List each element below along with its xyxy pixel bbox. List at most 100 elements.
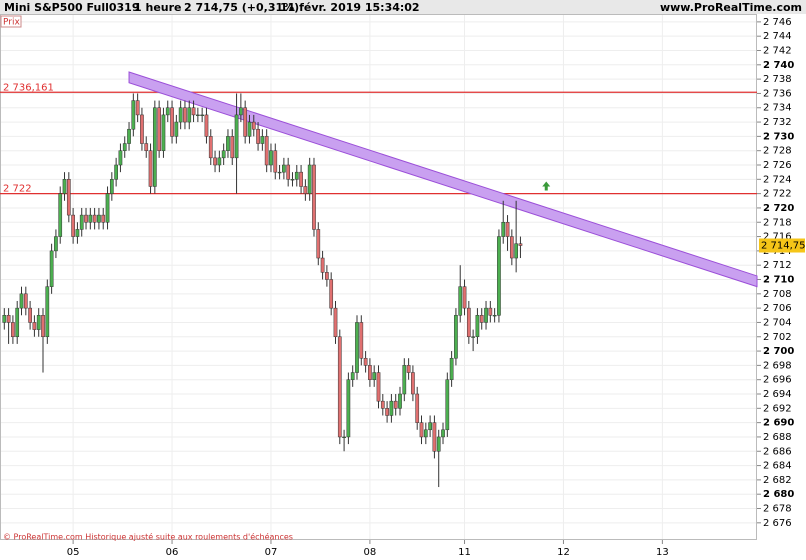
- candle-body: [174, 121, 179, 137]
- y-tick-label: 2 684: [763, 461, 792, 472]
- y-tick-label: 2 688: [763, 432, 792, 443]
- panel-label-box: [0, 15, 22, 28]
- candle-body: [466, 307, 471, 338]
- candle-body: [204, 114, 209, 137]
- y-tick-label: 2 692: [763, 403, 792, 414]
- y-tick-label: 2 682: [763, 475, 792, 486]
- candle-body: [234, 114, 239, 159]
- candle-body: [368, 365, 372, 380]
- x-tick-label: 13: [656, 547, 669, 558]
- candle-body: [144, 143, 149, 151]
- y-tick-label: 2 740: [763, 60, 794, 71]
- candle-body: [191, 107, 196, 116]
- candle-body: [148, 150, 153, 187]
- y-tick-label: 2 686: [763, 446, 792, 457]
- candle-body: [423, 429, 428, 438]
- candle-body: [264, 136, 269, 166]
- candle-body: [333, 307, 338, 338]
- candle-body: [36, 315, 41, 330]
- candle-body: [62, 179, 67, 194]
- candle-body: [432, 422, 437, 452]
- candle-body: [15, 307, 20, 338]
- candle-body: [488, 307, 493, 316]
- candle-body: [462, 286, 467, 309]
- horizontal-line-label: 2 736,161: [3, 82, 54, 93]
- candle-body: [307, 164, 312, 194]
- y-tick-label: 2 738: [763, 74, 792, 85]
- candle-body: [346, 379, 351, 438]
- candle-body: [475, 315, 480, 338]
- y-tick-label: 2 710: [763, 275, 794, 286]
- datetime: 11 févr. 2019 15:34:02: [280, 1, 420, 14]
- candle-body: [58, 193, 63, 237]
- candle-body: [320, 257, 325, 273]
- candle-body: [449, 357, 454, 380]
- candle-body: [419, 422, 424, 438]
- candle-body: [290, 179, 295, 181]
- candle-body: [75, 229, 80, 237]
- candle-body: [92, 214, 97, 223]
- last-price-label: 2 714,75: [761, 241, 806, 252]
- candle-body: [376, 372, 381, 402]
- candle-body: [398, 393, 402, 409]
- candle-body: [170, 107, 174, 137]
- x-tick-label: 05: [67, 547, 80, 558]
- candle-body: [11, 322, 15, 338]
- y-tick-label: 2 702: [763, 332, 792, 343]
- candle-body: [41, 315, 45, 338]
- candle-body: [217, 157, 222, 166]
- candle-body: [406, 365, 411, 373]
- y-tick-label: 2 724: [763, 174, 792, 185]
- x-tick-label: 08: [364, 547, 377, 558]
- candle-body: [101, 214, 106, 223]
- x-tick-label: 12: [557, 547, 570, 558]
- y-tick-label: 2 696: [763, 375, 792, 386]
- candle-body: [372, 372, 377, 380]
- y-tick-label: 2 718: [763, 217, 792, 228]
- candle-body: [393, 400, 398, 409]
- candle-body: [342, 436, 346, 438]
- y-tick-label: 2 676: [763, 518, 792, 529]
- candle-body: [359, 322, 364, 359]
- candle-body: [165, 107, 170, 116]
- candle-body: [84, 214, 88, 223]
- y-tick-label: 2 712: [763, 260, 792, 271]
- candle-body: [118, 150, 123, 166]
- candle-body: [458, 286, 463, 316]
- candle-body: [127, 128, 131, 144]
- candle-body: [441, 429, 445, 438]
- candle-body: [28, 307, 32, 323]
- instrument: Mini S&P500 Full0319: [4, 1, 139, 14]
- candle-body: [505, 222, 510, 237]
- candle-body: [6, 315, 11, 323]
- candle-body: [2, 315, 7, 323]
- period: 1 heure: [134, 1, 182, 14]
- candle-body: [45, 286, 50, 338]
- candle-body: [187, 107, 192, 123]
- y-tick-label: 2 728: [763, 146, 792, 157]
- trend-channel: [128, 71, 758, 288]
- candle-body: [157, 107, 161, 151]
- candle-body: [479, 315, 484, 323]
- footer: © ProRealTime.com Historique ajusté suit…: [3, 532, 293, 542]
- y-tick-label: 2 708: [763, 289, 792, 300]
- candle-body: [273, 150, 278, 173]
- y-tick-label: 2 698: [763, 360, 792, 371]
- candle-body: [54, 236, 58, 252]
- y-tick-label: 2 732: [763, 117, 792, 128]
- candle-body: [337, 336, 342, 438]
- candle-body: [178, 107, 183, 123]
- y-tick-label: 2 690: [763, 418, 794, 429]
- y-tick-label: 2 720: [763, 203, 794, 214]
- candle-body: [23, 293, 28, 309]
- candle-body: [109, 179, 114, 194]
- candle-body: [32, 322, 37, 330]
- candle-body: [66, 179, 71, 216]
- candle-body: [213, 157, 217, 166]
- candle-body: [492, 315, 497, 317]
- candle-body: [97, 214, 101, 223]
- candle-body: [355, 322, 359, 373]
- candle-body: [71, 214, 75, 237]
- candle-body: [518, 243, 523, 246]
